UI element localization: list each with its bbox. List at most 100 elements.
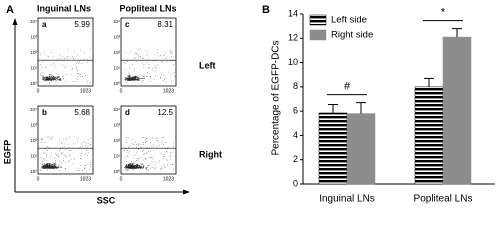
y-tick-label: 10⁰ [113,81,120,86]
event-dot [132,64,133,65]
event-dot [55,79,57,81]
event-dot [89,169,90,170]
event-dot [129,145,131,147]
event-dot [82,146,83,148]
event-dot [166,56,168,58]
event-dot [162,137,164,138]
arrow-head [183,189,190,195]
column-header: Inguinal LNs [37,3,91,13]
event-dot [53,163,55,165]
event-dot [46,77,48,79]
event-dot [63,160,65,162]
legend-swatch [309,29,327,41]
event-dot [136,167,137,169]
event-dot [144,139,146,141]
event-dot [71,56,73,58]
event-dot [134,69,135,71]
event-dot [86,149,88,151]
event-dot [50,164,52,166]
event-dot [125,166,127,168]
event-dot [149,163,151,165]
event-dot [58,166,59,168]
event-dot [79,61,80,63]
event-dot [126,169,128,170]
event-dot [127,169,129,171]
event-dot [147,170,149,171]
event-dot [46,155,47,157]
event-dot [155,139,157,141]
event-dot [161,61,162,63]
plot-letter: a [42,20,47,29]
event-dot [137,164,139,166]
event-dot [55,76,57,78]
event-dot [45,164,47,165]
event-dot [128,164,130,166]
panel-label: A [6,4,14,16]
event-dot [63,155,65,157]
event-dot [46,168,48,170]
event-dot [42,76,44,78]
significance-mark: * [441,6,446,18]
event-dot [163,55,164,56]
event-dot [131,75,133,77]
event-dot [42,161,43,162]
event-dot [161,143,163,145]
event-dot [40,54,41,55]
event-dot [49,162,51,164]
event-dot [133,167,135,169]
event-dot [128,78,130,80]
event-dot [145,167,147,169]
event-dot [44,141,46,143]
event-dot [131,162,133,164]
event-dot [84,145,86,146]
event-dot [125,137,127,138]
event-dot [128,167,130,169]
event-dot [156,162,157,164]
event-dot [124,170,126,171]
event-dot [146,139,148,141]
event-dot [70,158,72,160]
event-dot [77,70,79,72]
event-dot [125,51,127,53]
event-dot [133,167,135,169]
event-dot [166,159,168,161]
x-tick-label: 1023 [80,88,91,94]
event-dot [45,78,47,80]
event-dot [148,63,150,65]
event-dot [131,138,133,140]
event-dot [123,149,125,151]
event-dot [52,77,54,79]
event-dot [131,77,132,79]
event-dot [141,167,143,169]
event-dot [126,82,128,84]
event-dot [64,146,66,148]
event-dot [59,150,61,151]
event-dot [143,67,145,68]
event-dot [48,56,49,58]
error-bar [328,103,338,113]
event-dot [44,166,46,168]
y-tick-label: 10³ [113,123,120,128]
event-dot [125,165,126,167]
event-dot [172,164,174,165]
event-dot [125,164,127,166]
event-dot [139,166,141,168]
event-dot [53,79,55,80]
event-dot [138,158,139,159]
event-dot [132,163,134,165]
event-dot [130,79,132,81]
event-dot [60,79,62,81]
event-dot [42,163,44,165]
event-dot [135,165,137,166]
plot-frame [37,105,94,175]
event-dot [136,53,138,55]
event-dot [67,56,68,57]
event-dot [156,146,158,147]
event-dot [146,62,147,64]
event-dot [140,147,142,148]
y-tick-label: 10¹ [113,154,120,159]
event-dot [135,151,137,153]
event-dot [129,79,131,80]
event-dot [81,63,83,65]
y-tick-label: 6 [293,106,298,116]
